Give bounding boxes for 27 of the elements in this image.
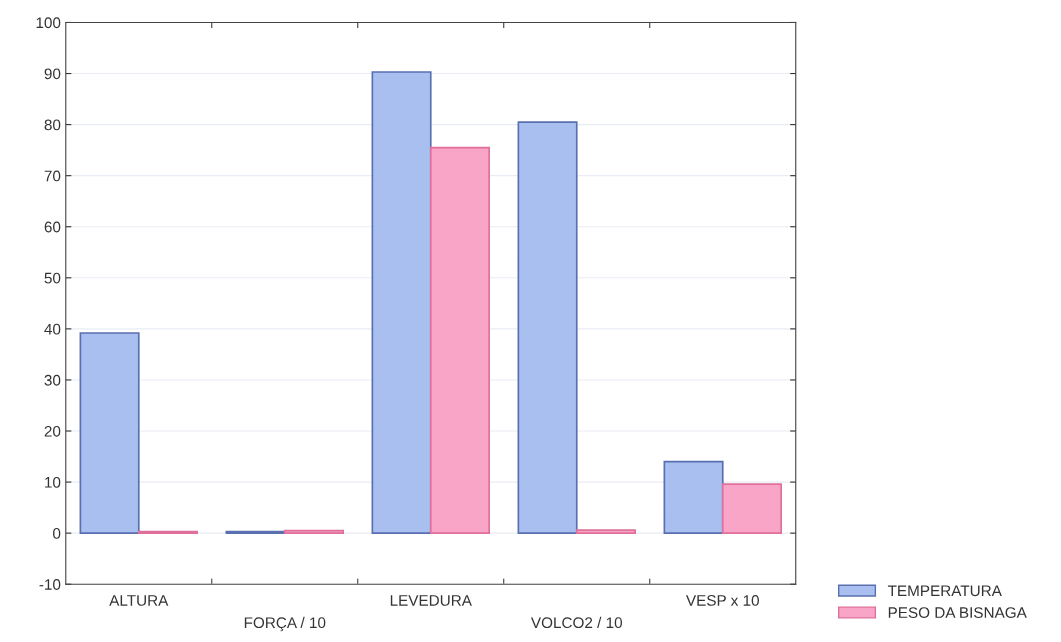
y-tick-label: 70 — [44, 170, 61, 182]
y-tick-label: 80 — [44, 119, 61, 131]
bar — [663, 460, 724, 534]
y-tick-label: 0 — [53, 528, 61, 539]
legend-label: TEMPERATURA — [887, 585, 1002, 597]
bar — [517, 121, 578, 534]
bar — [371, 71, 432, 534]
y-tick-label: 100 — [36, 17, 61, 29]
y-tick-label: -10 — [39, 579, 61, 590]
bar — [283, 529, 345, 534]
bar — [721, 483, 782, 534]
y-tick-label: 20 — [44, 425, 61, 437]
y-tick-label: 60 — [44, 221, 61, 233]
y-tick-label: 50 — [44, 272, 61, 284]
x-tick-label: VESP x 10 — [686, 595, 759, 606]
x-tick-label: VOLCO2 / 10 — [530, 616, 623, 629]
y-tick-label: 90 — [44, 68, 61, 80]
x-tick-label: ALTURA — [109, 595, 169, 606]
y-tick-label: 30 — [44, 374, 61, 386]
bar — [575, 529, 636, 534]
x-tick-label: LEVEDURA — [390, 595, 472, 606]
bar — [429, 146, 490, 534]
legend-label: PESO DA BISNAGA — [888, 607, 1027, 619]
x-tick-label: FORÇA / 10 — [244, 616, 326, 632]
y-tick-label: 10 — [45, 476, 61, 488]
bar — [79, 332, 140, 534]
y-tick-label: 40 — [44, 323, 61, 335]
